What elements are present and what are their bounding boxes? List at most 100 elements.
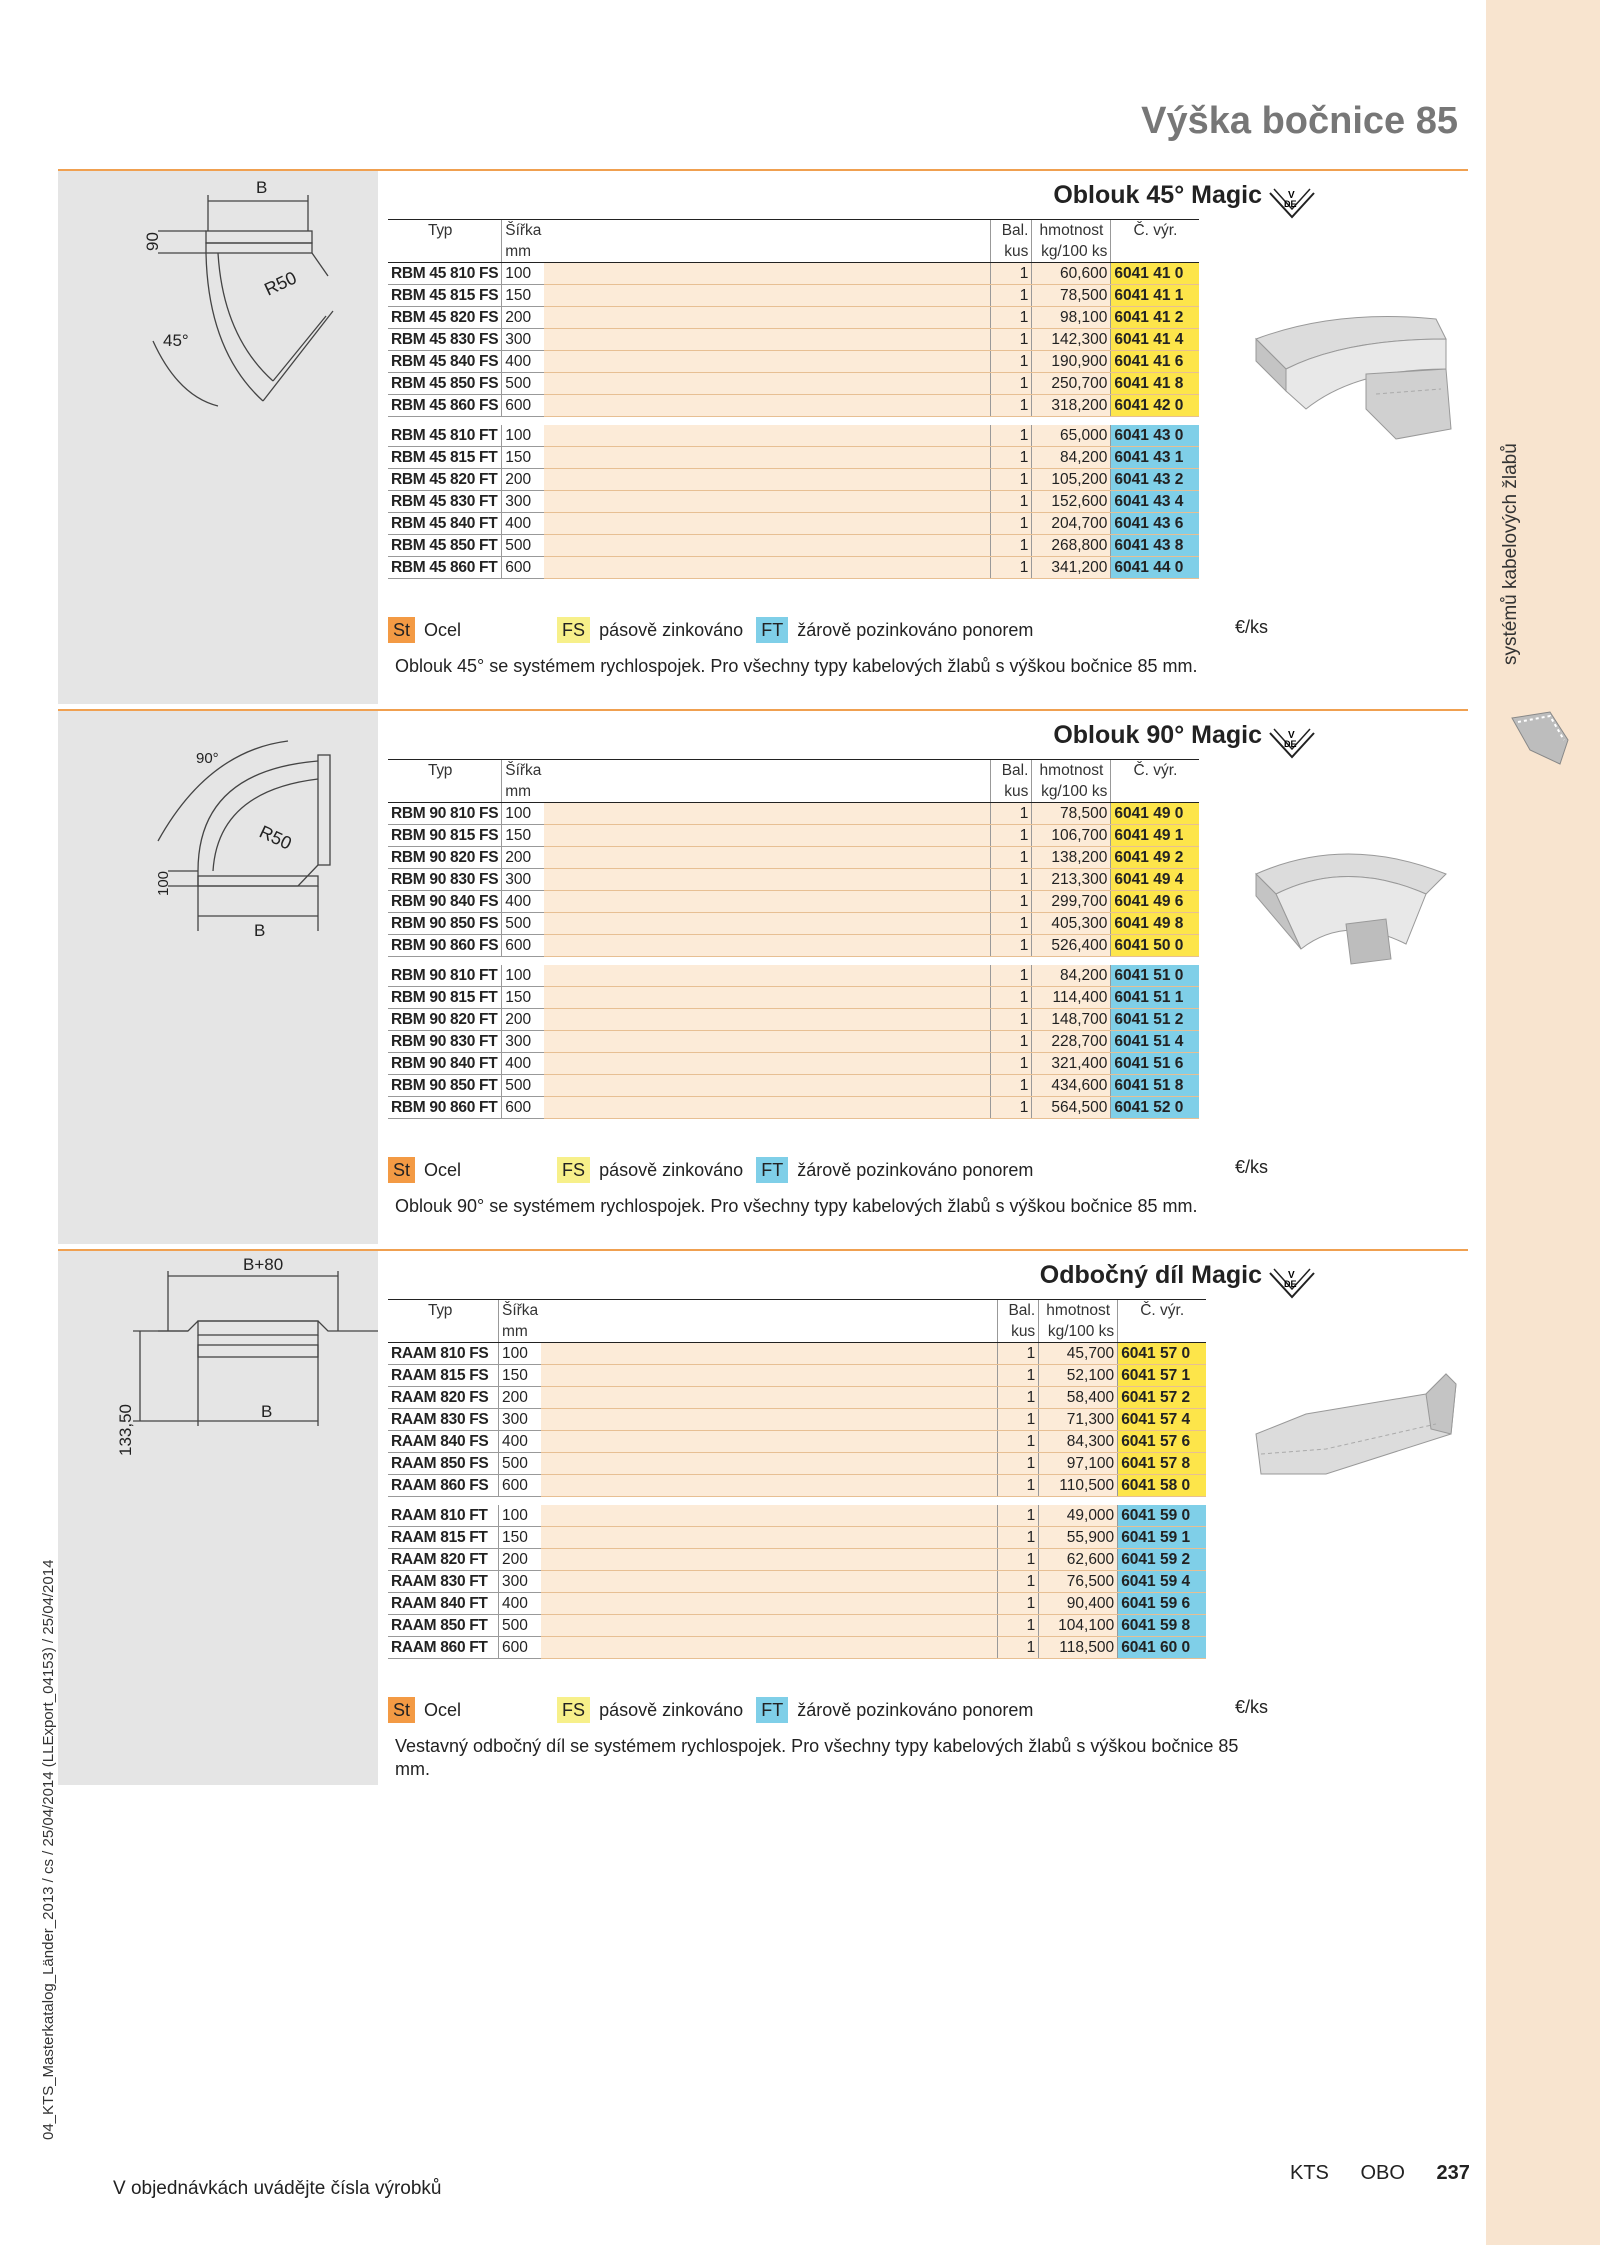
cell-sirka: 300 (501, 1030, 545, 1053)
section-description: Oblouk 90° se systémem rychlospojek. Pro… (395, 1196, 1198, 1216)
cell-bal: 1 (990, 394, 1032, 417)
legend: St Ocel FS pásově zinkováno FT žárově po… (388, 617, 1268, 643)
cell-sirka: 200 (501, 846, 545, 869)
cell-bal: 1 (997, 1452, 1039, 1475)
cell-bal: 1 (990, 1030, 1032, 1053)
legend-ocel: Ocel (424, 1160, 462, 1180)
cell-cvyr: 6041 41 8 (1110, 372, 1200, 395)
cell-bal: 1 (997, 1526, 1039, 1549)
cell-fill (541, 1505, 998, 1527)
cell-cvyr: 6041 41 6 (1110, 350, 1200, 373)
legend-fs: FS (557, 1157, 591, 1183)
dim-b: B (256, 178, 267, 197)
footer-kts: KTS (1290, 2162, 1329, 2184)
table-row: RBM 90 815 FT 150 1 114,400 6041 51 1 (388, 986, 1200, 1009)
section-bend-90: B 100 R50 90° Oblouk 90° Magic V DE Typ … (58, 709, 1468, 1249)
cell-fill (544, 1096, 991, 1119)
table-row: RBM 90 815 FS 150 1 106,700 6041 49 1 (388, 824, 1200, 847)
dim-h: 100 (155, 871, 172, 896)
cell-cvyr: 6041 43 8 (1110, 534, 1200, 557)
cell-typ: RBM 45 820 FS (388, 306, 502, 329)
unit-mm: mm (501, 781, 545, 803)
table-row: RBM 45 815 FT 150 1 84,200 6041 43 1 (388, 446, 1200, 469)
cell-sirka: 600 (501, 934, 545, 957)
svg-text:DE: DE (1284, 739, 1297, 749)
cell-typ: RBM 90 815 FT (388, 986, 502, 1009)
cell-hmotnost: 213,300 (1031, 868, 1111, 891)
cell-typ: RBM 90 830 FT (388, 1030, 502, 1053)
cell-cvyr: 6041 52 0 (1110, 1096, 1200, 1119)
cell-hmotnost: 250,700 (1031, 372, 1111, 395)
cell-typ: RAAM 830 FT (388, 1570, 499, 1593)
table-row: RBM 45 820 FS 200 1 98,100 6041 41 2 (388, 306, 1200, 329)
cell-fill (541, 1548, 998, 1571)
section-title: Odbočný díl Magic (1039, 1261, 1262, 1289)
cell-cvyr: 6041 43 0 (1110, 425, 1200, 447)
cell-hmotnost: 564,500 (1031, 1096, 1111, 1119)
ft-rows: RBM 90 810 FT 100 1 84,200 6041 51 0 RBM 90 8… (388, 965, 1200, 1119)
cell-hmotnost: 190,900 (1031, 350, 1111, 373)
dim-b: B (261, 1402, 272, 1421)
table-row: RBM 45 820 FT 200 1 105,200 6041 43 2 (388, 468, 1200, 491)
cell-sirka: 200 (501, 468, 545, 491)
table-row: RBM 45 860 FS 600 1 318,200 6041 42 0 (388, 394, 1200, 417)
cell-cvyr: 6041 59 8 (1117, 1614, 1207, 1637)
side-label: systémů kabelových žlabů (1500, 443, 1522, 665)
cell-hmotnost: 104,100 (1038, 1614, 1118, 1637)
legend-fs-text: pásově zinkováno (599, 1160, 744, 1180)
cell-bal: 1 (997, 1614, 1039, 1637)
cell-hmotnost: 142,300 (1031, 328, 1111, 351)
cell-bal: 1 (997, 1570, 1039, 1593)
cell-cvyr: 6041 50 0 (1110, 934, 1200, 957)
cell-typ: RAAM 840 FT (388, 1592, 499, 1615)
cell-bal: 1 (990, 306, 1032, 329)
section-rule (58, 1249, 1468, 1251)
cell-bal: 1 (990, 556, 1032, 579)
cell-cvyr: 6041 41 4 (1110, 328, 1200, 351)
unit-kus: kus (990, 241, 1032, 263)
legend-fs-text: pásově zinkováno (599, 1700, 744, 1720)
cell-fill (544, 284, 991, 307)
cell-fill (544, 934, 991, 957)
legend-ft: FT (756, 617, 789, 643)
table-row: RAAM 810 FT 100 1 49,000 6041 59 0 (388, 1505, 1207, 1527)
legend-ft: FT (756, 1697, 789, 1723)
cell-bal: 1 (990, 934, 1032, 957)
legend-ocel: Ocel (424, 1700, 462, 1720)
cell-typ: RBM 90 840 FT (388, 1052, 502, 1075)
table-row: RBM 90 810 FT 100 1 84,200 6041 51 0 (388, 965, 1200, 987)
cell-typ: RAAM 820 FS (388, 1386, 499, 1409)
unit-kg: kg/100 ks (1031, 781, 1111, 803)
cell-typ: RBM 45 815 FS (388, 284, 502, 307)
cell-sirka: 100 (498, 1505, 542, 1527)
cell-typ: RBM 90 810 FS (388, 802, 502, 825)
cell-hmotnost: 90,400 (1038, 1592, 1118, 1615)
cell-hmotnost: 84,300 (1038, 1430, 1118, 1453)
cell-bal: 1 (990, 1052, 1032, 1075)
cell-hmotnost: 98,100 (1031, 306, 1111, 329)
cell-fill (544, 328, 991, 351)
cell-sirka: 500 (498, 1452, 542, 1475)
legend-st: St (388, 617, 416, 643)
vde-mark-icon: V DE (1269, 1268, 1315, 1299)
section-tee-piece: B+80 B 133,50 Odbočný díl Magic V DE Typ… (58, 1249, 1468, 1789)
cell-hmotnost: 268,800 (1031, 534, 1111, 557)
table-row: RAAM 830 FS 300 1 71,300 6041 57 4 (388, 1408, 1207, 1431)
vde-mark-icon: V DE (1269, 188, 1315, 219)
drawing-panel: B 90 R50 45° (58, 171, 378, 704)
cell-typ: RAAM 860 FT (388, 1636, 499, 1659)
cell-cvyr: 6041 58 0 (1117, 1474, 1207, 1497)
cell-bal: 1 (990, 468, 1032, 491)
cell-bal: 1 (997, 1636, 1039, 1659)
table-row: RBM 90 840 FT 400 1 321,400 6041 51 6 (388, 1052, 1200, 1075)
table-row: RAAM 860 FT 600 1 118,500 6041 60 0 (388, 1636, 1207, 1659)
legend: St Ocel FS pásově zinkováno FT žárově po… (388, 1157, 1268, 1183)
cell-bal: 1 (990, 328, 1032, 351)
cell-hmotnost: 204,700 (1031, 512, 1111, 535)
section-rule (58, 169, 1468, 171)
cell-fill (544, 986, 991, 1009)
cell-typ: RBM 45 810 FT (388, 425, 502, 447)
cell-cvyr: 6041 41 2 (1110, 306, 1200, 329)
cell-hmotnost: 341,200 (1031, 556, 1111, 579)
svg-text:DE: DE (1284, 1279, 1297, 1289)
